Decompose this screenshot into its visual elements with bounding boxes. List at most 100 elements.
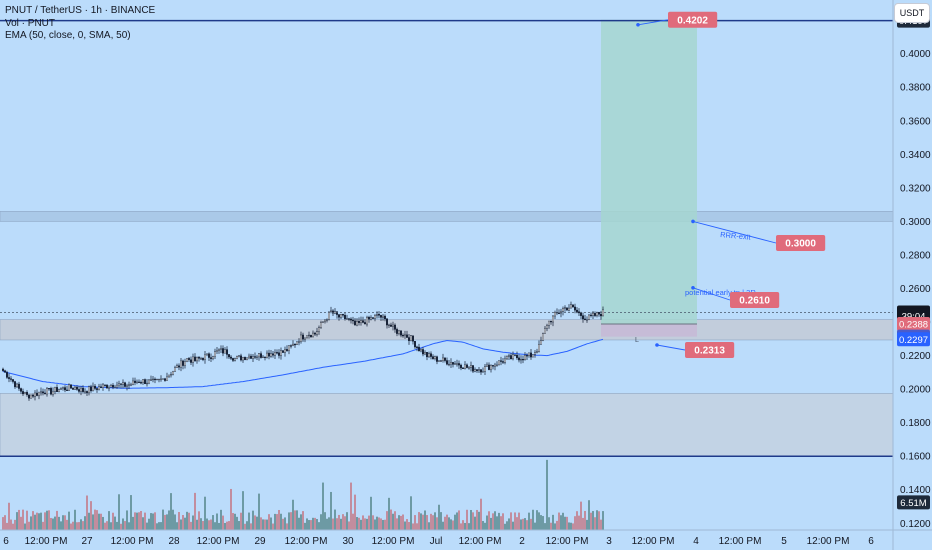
candle	[296, 341, 298, 346]
volume-bar	[450, 519, 452, 530]
candle-body	[302, 334, 304, 340]
volume-bar	[574, 516, 576, 530]
volume-bar	[80, 519, 82, 530]
candle	[442, 353, 444, 363]
candle-body	[416, 346, 418, 348]
candle-body	[214, 351, 216, 357]
candle	[50, 386, 52, 396]
candle-body	[494, 364, 496, 367]
candle	[324, 319, 326, 324]
price-tick-label: 0.2200	[900, 351, 931, 362]
candle	[214, 348, 216, 359]
candle	[124, 381, 126, 388]
label-rrr-exit[interactable]: 0.3000	[776, 235, 826, 251]
zone-mid-support[interactable]	[0, 319, 894, 341]
early-tp-text: potential early tp | 3R	[685, 288, 756, 297]
volume-bar	[512, 521, 514, 530]
label-stop[interactable]: 0.2313	[685, 342, 735, 358]
candle-body	[536, 351, 538, 353]
label-stop-text: 0.2313	[694, 346, 725, 357]
candle	[42, 388, 44, 396]
volume-bar	[420, 513, 422, 530]
volume-bar	[542, 516, 544, 530]
candle-body	[358, 321, 360, 323]
volume-bar	[256, 516, 258, 530]
annotation-connector-target	[637, 19, 669, 26]
candle-body	[564, 307, 566, 309]
volume-bar	[358, 517, 360, 530]
candle-body	[158, 378, 160, 381]
volume-indicator-label[interactable]: Vol · PNUT	[5, 17, 56, 29]
volume-bar	[200, 518, 202, 530]
volume-bar	[118, 494, 120, 530]
candle	[14, 380, 16, 389]
candle	[288, 345, 290, 355]
position-target-zone[interactable]	[601, 19, 697, 325]
volume-bar	[388, 497, 390, 530]
symbol-title[interactable]: PNUT / TetherUS · 1h · BINANCE	[5, 5, 156, 16]
candle	[152, 376, 154, 383]
ema-indicator-label[interactable]: EMA (50, close, 0, SMA, 50)	[5, 30, 131, 41]
label-early-tp[interactable]: 0.2610	[730, 292, 780, 308]
volume-bar	[486, 515, 488, 530]
volume-bar	[398, 515, 400, 530]
volume-bar	[422, 514, 424, 530]
candle	[56, 384, 58, 393]
volume-bar	[290, 512, 292, 530]
zone-upper-resistance[interactable]	[0, 211, 894, 222]
volume-bar	[464, 522, 466, 530]
volume-bar	[24, 523, 26, 530]
candle-body	[476, 369, 478, 372]
candle	[448, 359, 450, 367]
price-tag: 0.2297	[897, 332, 930, 347]
candle	[70, 384, 72, 389]
candle	[32, 393, 34, 399]
candle	[468, 365, 470, 370]
volume-bar	[148, 518, 150, 530]
volume-bar	[160, 522, 162, 530]
zone-lower-support[interactable]	[0, 393, 894, 457]
volume-bar	[104, 522, 106, 530]
candle	[570, 301, 572, 309]
candle	[208, 352, 210, 362]
candle-body	[356, 321, 358, 326]
candle-body	[434, 356, 436, 359]
candle	[74, 385, 76, 390]
volume-bar	[304, 522, 306, 530]
volume-bar	[166, 514, 168, 530]
volume-bar	[214, 522, 216, 530]
position-stop-zone[interactable]	[601, 324, 697, 337]
volume-bar	[564, 516, 566, 530]
volume-bar	[42, 521, 44, 530]
volume-bar	[264, 519, 266, 530]
volume-bar	[504, 523, 506, 530]
candle-body	[524, 355, 526, 360]
candle-body	[492, 365, 494, 367]
candle	[114, 384, 116, 389]
candle	[482, 367, 484, 373]
label-target[interactable]: 0.4202	[668, 11, 718, 28]
volume-bar	[218, 522, 220, 530]
candle-body	[472, 365, 474, 372]
price-tick-label: 0.3400	[900, 150, 931, 161]
candle-body	[60, 388, 62, 390]
volume-bar	[534, 522, 536, 530]
candle-body	[468, 367, 470, 369]
label-early-tp-bg	[730, 292, 780, 308]
currency-button[interactable]: USDT	[894, 3, 930, 23]
volume-bar	[340, 518, 342, 530]
volume-bar	[26, 510, 28, 530]
candle-body	[20, 388, 22, 392]
candle	[290, 344, 292, 349]
price-axis: 0.4000 0.3800 0.3600 0.3400 0.3200 0.3000 0.28…	[892, 0, 932, 550]
candle-body	[14, 381, 16, 388]
volume-bar	[390, 509, 392, 530]
candle	[236, 355, 238, 360]
candle	[202, 357, 204, 362]
ema-50-line	[2, 338, 604, 389]
candle	[298, 338, 300, 346]
candle	[176, 363, 178, 368]
candle	[516, 351, 518, 360]
volume-bar	[602, 511, 604, 530]
